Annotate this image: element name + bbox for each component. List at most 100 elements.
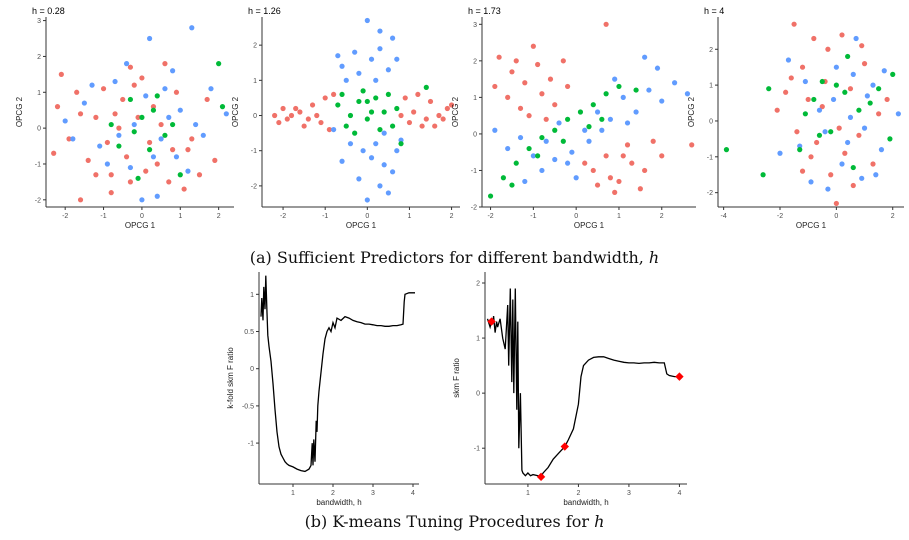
scatter-point-blue bbox=[339, 63, 345, 69]
x-tick-label: -1 bbox=[100, 213, 106, 220]
scatter-point-red bbox=[288, 112, 295, 119]
scatter-point-green bbox=[154, 93, 160, 99]
scatter-point-red bbox=[93, 114, 99, 120]
scatter-point-red bbox=[166, 179, 172, 185]
scatter-point-blue bbox=[162, 86, 168, 92]
scatter-point-red bbox=[642, 167, 648, 174]
x-tick-label: 1 bbox=[407, 213, 411, 220]
scatter-point-red bbox=[93, 172, 99, 178]
scatter-point-blue bbox=[112, 78, 118, 85]
scatter-point-green bbox=[890, 71, 896, 77]
scatter-point-green bbox=[170, 121, 176, 128]
scatter-point-green bbox=[364, 98, 370, 105]
x-tick-label: -2 bbox=[487, 213, 493, 220]
scatter-point-blue bbox=[873, 172, 879, 178]
scatter-point-green bbox=[347, 112, 354, 119]
scatter-point-red bbox=[492, 83, 498, 90]
scatter-point-blue bbox=[97, 143, 103, 149]
y-tick-label: 1 bbox=[709, 83, 713, 90]
scatter-point-blue bbox=[139, 197, 145, 203]
scatter-point-blue bbox=[586, 138, 592, 144]
scatter-point-blue bbox=[573, 175, 579, 181]
scatter-point-green bbox=[819, 78, 825, 85]
scatter-point-red bbox=[530, 43, 536, 49]
scatter-point-green bbox=[373, 95, 379, 101]
scatter-point-blue bbox=[808, 179, 814, 185]
scatter-point-blue bbox=[381, 130, 387, 136]
scatter-point-red bbox=[799, 64, 806, 70]
scatter-point-blue bbox=[385, 67, 391, 73]
scatter-point-blue bbox=[170, 68, 176, 74]
panel-5: 1 2 3 4 -1 -0.5 0 0.5 1 bandwidth, h k-fold skm F … bbox=[226, 272, 419, 507]
panel-title: h = 1.73 bbox=[468, 6, 501, 16]
y-tick-label: 3 bbox=[37, 18, 41, 25]
scatter-point-blue bbox=[825, 186, 831, 192]
scatter-point-red bbox=[870, 161, 876, 167]
selected-bandwidth-marker bbox=[487, 317, 496, 326]
panel-4: -4 -2 0 2 -2 -1 0 1 2 OPCG 1 OPCG 2 h = 4 bbox=[687, 6, 904, 230]
scatter-point-red bbox=[305, 116, 311, 122]
scatter-point-green bbox=[856, 107, 862, 113]
scatter-point-blue bbox=[582, 127, 588, 133]
scatter-point-red bbox=[162, 61, 168, 67]
scatter-point-red bbox=[212, 157, 218, 163]
scatter-point-red bbox=[189, 136, 195, 142]
x-tick-label: 3 bbox=[371, 490, 375, 497]
scatter-point-red bbox=[406, 119, 413, 126]
scatter-point-red bbox=[884, 96, 890, 103]
scatter-point-green bbox=[487, 193, 494, 199]
scatter-point-red bbox=[811, 35, 817, 42]
scatter-point-red bbox=[505, 94, 511, 100]
y-axis-label: OPCG 2 bbox=[687, 96, 696, 127]
scatter-point-red bbox=[301, 123, 307, 129]
scatter-point-blue bbox=[394, 56, 400, 62]
scatter-point-red bbox=[419, 123, 425, 129]
y-tick-label: 0 bbox=[709, 118, 713, 125]
scatter-point-red bbox=[850, 182, 856, 189]
scatter-point-red bbox=[51, 150, 57, 156]
scatter-point-green bbox=[398, 141, 404, 147]
scatter-point-blue bbox=[830, 96, 837, 103]
scatter-point-red bbox=[791, 21, 797, 27]
scatter-point-blue bbox=[356, 176, 362, 182]
scatter-point-red bbox=[85, 157, 91, 163]
caption-b: (b) K-means Tuning Procedures for h bbox=[0, 512, 909, 531]
scatter-point-blue bbox=[364, 17, 370, 24]
panel-title: h = 4 bbox=[704, 6, 724, 16]
caption-a-text: (a) Sufficient Predictors for different … bbox=[249, 248, 649, 267]
scatter-point-red bbox=[612, 189, 618, 195]
x-tick-label: 0 bbox=[574, 213, 578, 220]
scatter-point-red bbox=[120, 96, 126, 103]
scatter-point-red bbox=[58, 71, 64, 77]
scatter-point-red bbox=[108, 172, 114, 178]
scatter-point-red bbox=[204, 96, 210, 103]
scatter-point-blue bbox=[116, 132, 122, 138]
scatter-point-blue bbox=[853, 35, 859, 42]
scatter-point-green bbox=[108, 121, 114, 128]
scatter-point-blue bbox=[189, 25, 195, 31]
scatter-point-green bbox=[552, 127, 558, 133]
scatter-point-blue bbox=[89, 82, 95, 88]
scatter-point-green bbox=[811, 96, 817, 103]
x-tick-label: 1 bbox=[526, 490, 530, 497]
x-tick-label: 1 bbox=[291, 490, 295, 497]
scatter-point-green bbox=[526, 145, 532, 152]
scatter-point-green bbox=[845, 53, 851, 60]
scatter-point-green bbox=[887, 136, 893, 142]
scatter-point-green bbox=[760, 172, 766, 178]
scatter-point-blue bbox=[672, 80, 678, 86]
scatter-point-green bbox=[356, 98, 362, 105]
scatter-point-green bbox=[146, 147, 153, 153]
scatter-point-red bbox=[836, 125, 842, 131]
scatter-point-red bbox=[517, 105, 524, 111]
scatter-point-red bbox=[112, 111, 118, 117]
scatter-point-blue bbox=[347, 141, 354, 147]
scatter-point-blue bbox=[881, 68, 887, 74]
y-axis-label: OPCG 2 bbox=[15, 96, 24, 127]
scatter-point-green bbox=[339, 91, 345, 98]
scatter-point-red bbox=[808, 154, 814, 160]
scatter-point-red bbox=[77, 111, 84, 117]
scatter-point-red bbox=[444, 105, 450, 112]
scatter-point-green bbox=[560, 138, 566, 144]
